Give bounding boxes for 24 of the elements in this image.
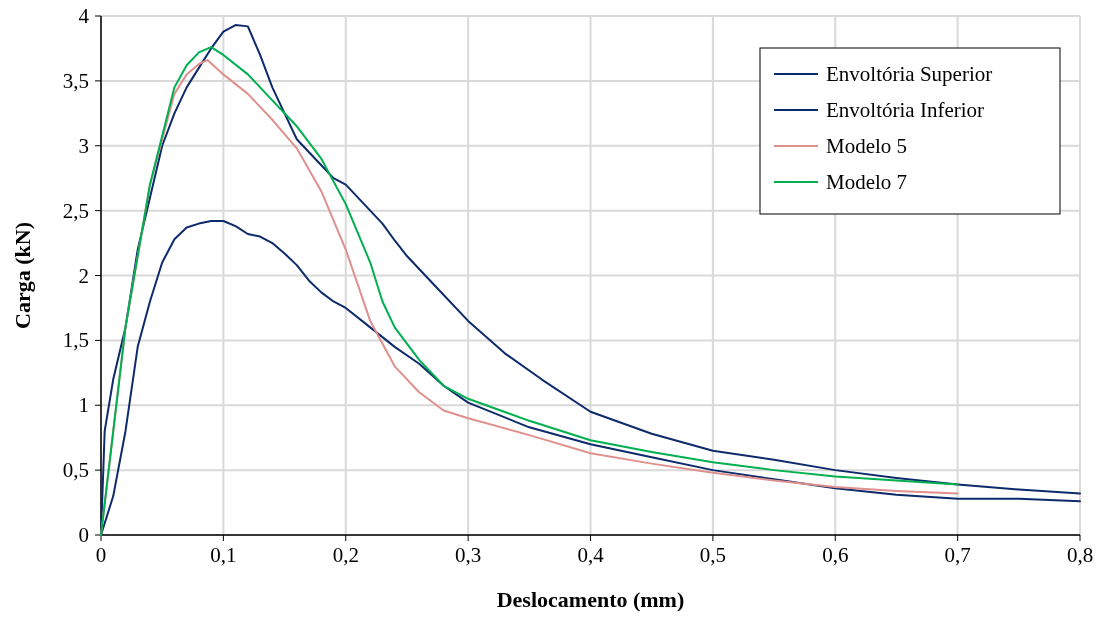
- x-axis-title: Deslocamento (mm): [496, 587, 685, 612]
- x-tick-label: 0,6: [822, 543, 849, 567]
- legend-label: Envoltória Superior: [826, 62, 993, 86]
- y-tick-label: 3,5: [62, 68, 89, 93]
- y-tick-label: 1,5: [62, 328, 89, 353]
- y-tick-label: 0,5: [62, 458, 89, 483]
- x-tick-label: 0: [95, 543, 107, 567]
- x-tick-label: 0,5: [699, 543, 726, 567]
- legend-label: Envoltória Inferior: [826, 98, 985, 122]
- y-tick-label: 1: [78, 393, 89, 418]
- x-tick-label: 0,4: [577, 543, 605, 567]
- y-tick-label: 2,5: [62, 198, 89, 223]
- y-tick-label: 0: [78, 523, 89, 547]
- y-tick-label: 3: [78, 133, 89, 158]
- legend-label: Modelo 5: [826, 134, 908, 158]
- y-tick-label: 4: [78, 4, 90, 28]
- x-tick-label: 0,3: [455, 543, 482, 567]
- y-axis-title: Carga (kN): [10, 222, 35, 329]
- x-tick-label: 0,7: [944, 543, 971, 567]
- x-tick-label: 0,1: [210, 543, 237, 567]
- x-tick-label: 0,2: [332, 543, 359, 567]
- legend-label: Modelo 7: [826, 170, 908, 194]
- y-tick-label: 2: [78, 263, 89, 288]
- x-tick-label: 0,8: [1066, 543, 1094, 567]
